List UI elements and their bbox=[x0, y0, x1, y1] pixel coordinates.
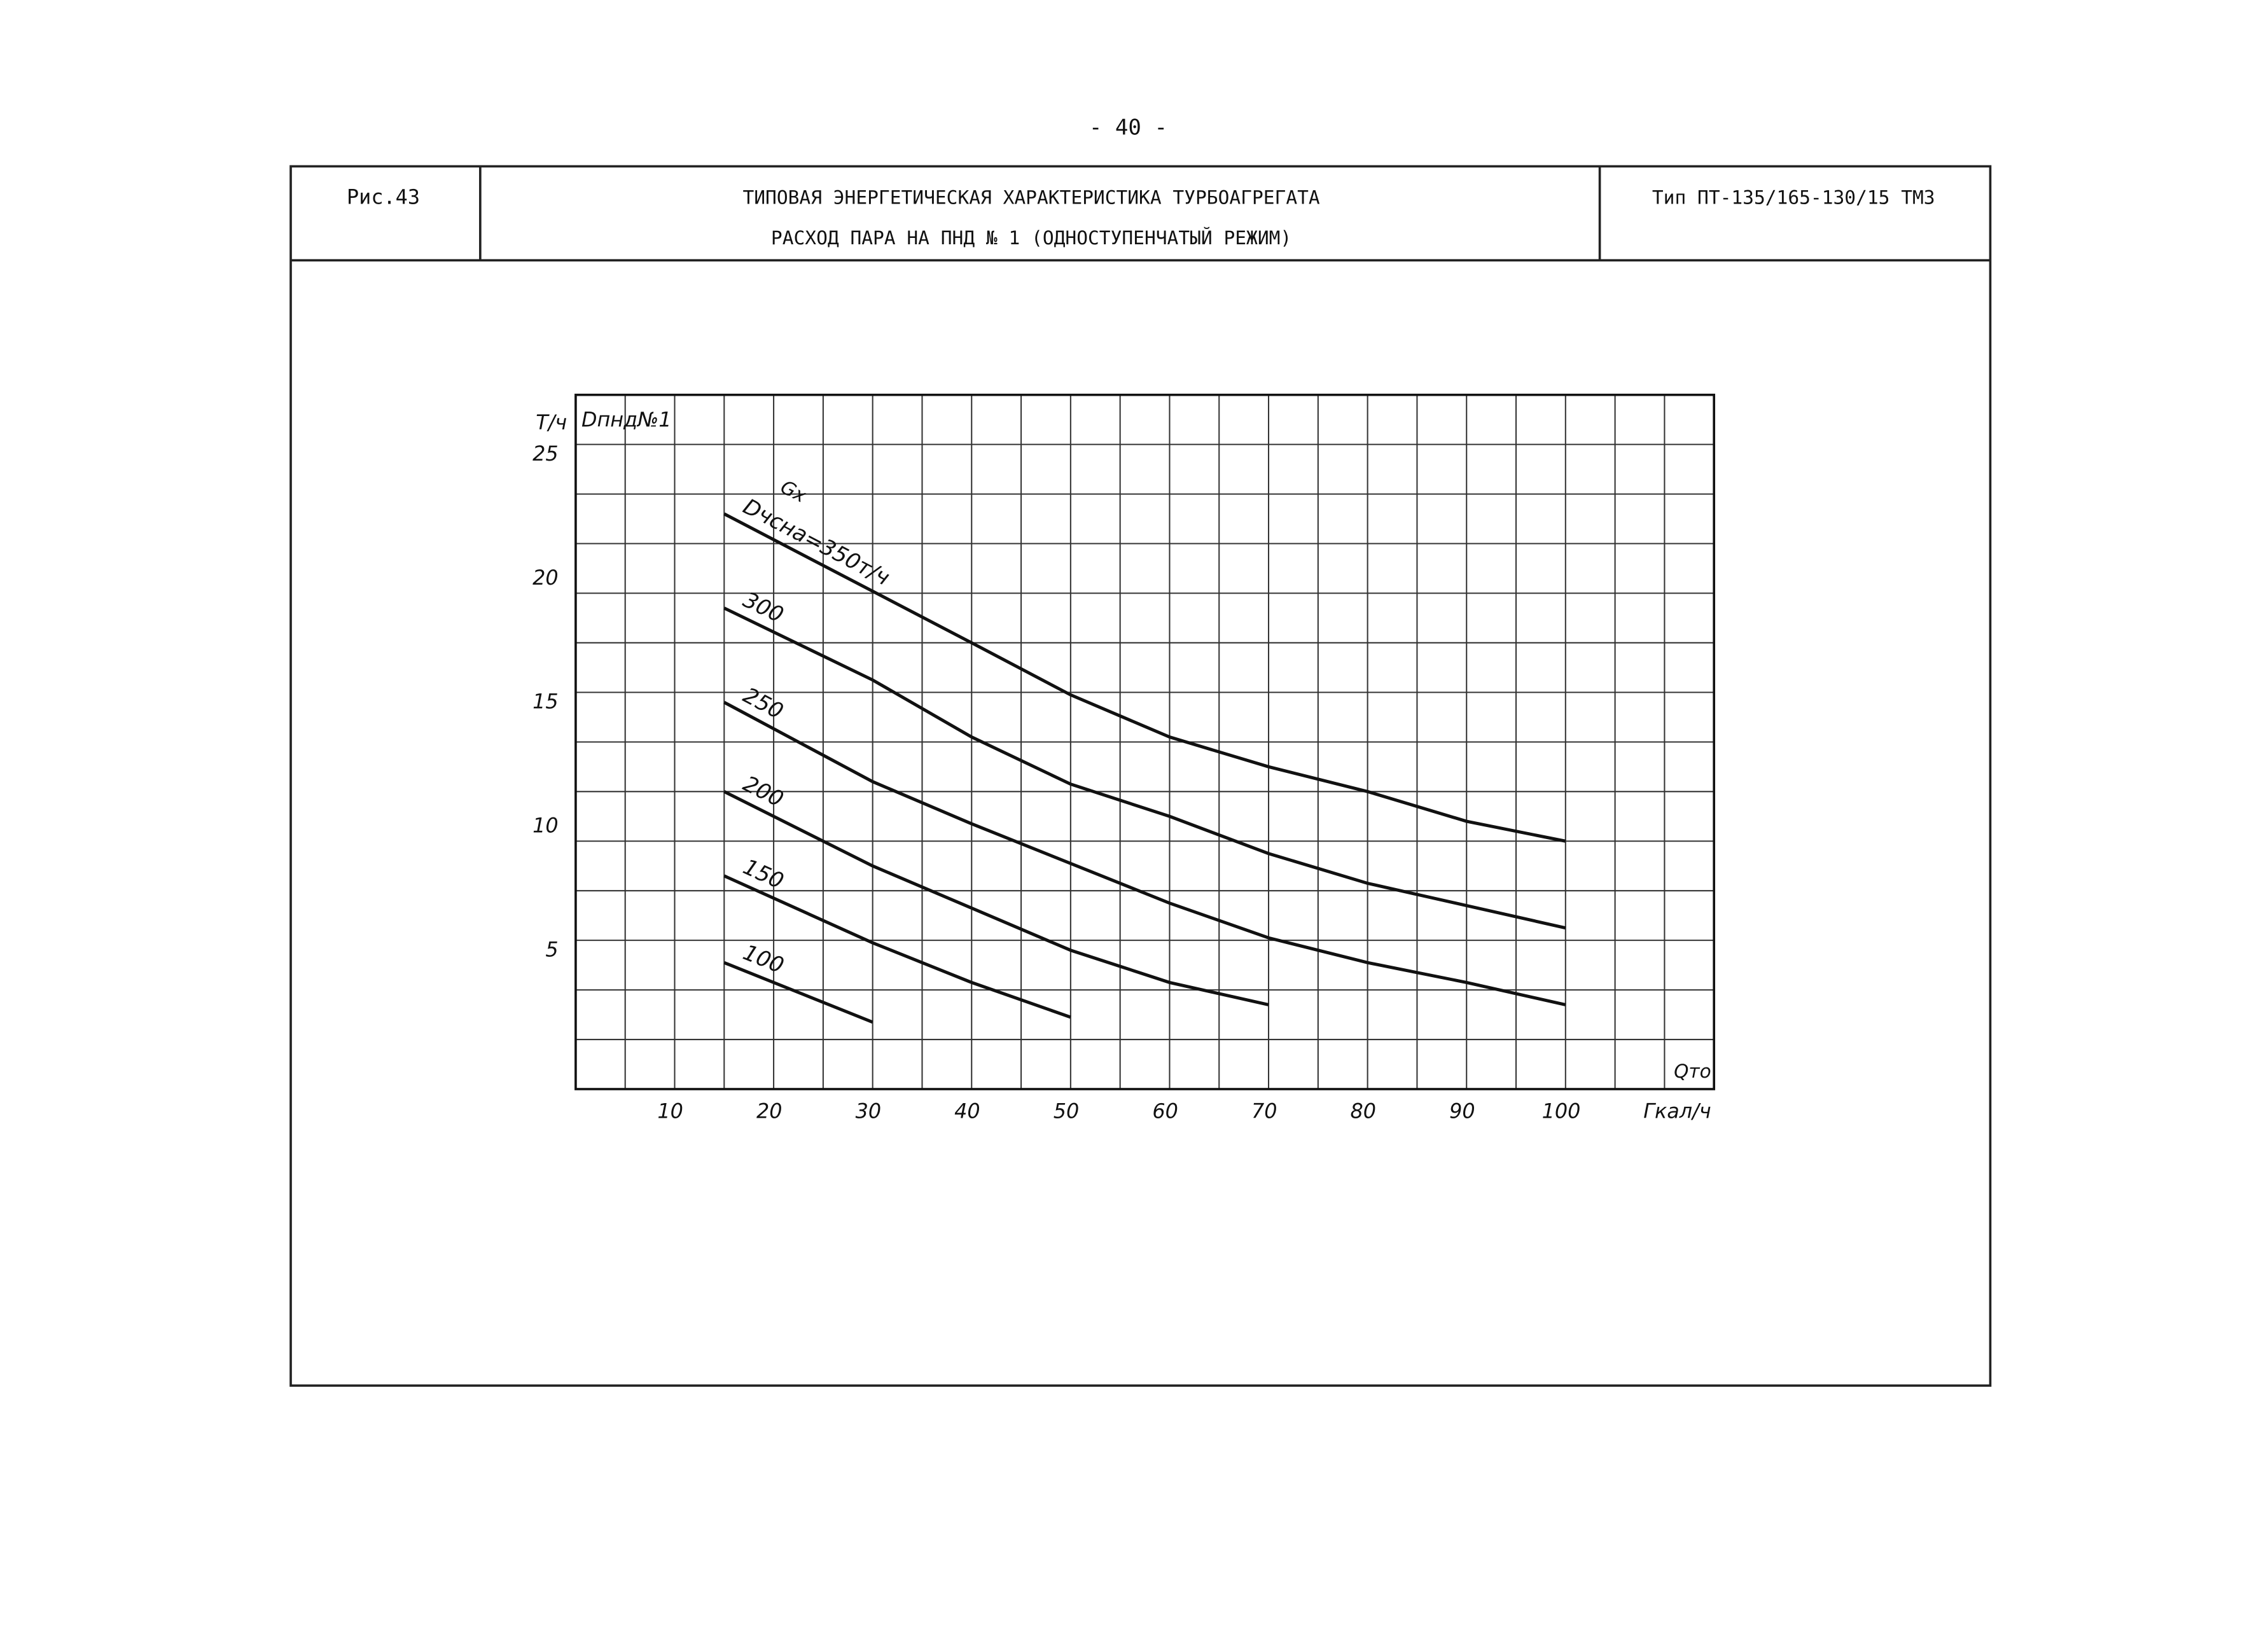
y-tick-label: 20 bbox=[532, 566, 559, 590]
series-label: Dчсна=350т/ч bbox=[739, 494, 893, 591]
chart: 10 20 30 40 50 60 70 80 90 100 5 10 15 20 25 Т/ч Dпнд№1 Q… bbox=[532, 393, 1716, 1123]
x-tick-label: 60 bbox=[1152, 1099, 1178, 1123]
data-line bbox=[723, 961, 873, 1024]
page-number: - 40 - bbox=[1089, 115, 1167, 140]
y-tick-label: 15 bbox=[532, 690, 559, 714]
header-title: ТИПОВАЯ ЭНЕРГЕТИЧЕСКАЯ ХАРАКТЕРИСТИКА ТУ… bbox=[742, 187, 1319, 209]
x-tick-label: 10 bbox=[657, 1099, 683, 1123]
turbine-type: Тип ПТ-135/165-130/15 ТМЗ bbox=[1652, 187, 1935, 209]
x-tick-label: 50 bbox=[1054, 1099, 1080, 1123]
x-tick-label: 20 bbox=[756, 1099, 783, 1123]
header-subtitle: РАСХОД ПАРА НА ПНД № 1 (ОДНОСТУПЕНЧАТЫЙ … bbox=[771, 226, 1291, 249]
series-label: 150 bbox=[739, 854, 788, 894]
data-line bbox=[723, 606, 1566, 930]
x-tick-label: 30 bbox=[856, 1099, 882, 1123]
series-note: Gх bbox=[777, 476, 810, 507]
series-label: 200 bbox=[739, 771, 788, 812]
plot-frame bbox=[574, 393, 1716, 1090]
x-tick-label: 80 bbox=[1351, 1099, 1377, 1123]
data-line bbox=[723, 790, 1269, 1006]
y-tick-label: 5 bbox=[545, 937, 558, 961]
y-axis-label: Dпнд№1 bbox=[581, 408, 672, 432]
x-axis-label: Qто bbox=[1674, 1060, 1711, 1082]
data-line bbox=[723, 874, 1071, 1019]
data-line bbox=[723, 512, 1566, 843]
y-unit: Т/ч bbox=[536, 410, 567, 434]
x-tick-label: 70 bbox=[1251, 1099, 1277, 1123]
x-tick-label: 40 bbox=[954, 1099, 980, 1123]
x-tick-label: 90 bbox=[1449, 1099, 1475, 1123]
y-tick-label: 25 bbox=[532, 441, 559, 466]
frame bbox=[289, 165, 1992, 1387]
x-tick-label: 100 bbox=[1542, 1099, 1581, 1123]
y-tick-label: 10 bbox=[532, 814, 559, 838]
x-unit: Гкал/ч bbox=[1643, 1099, 1711, 1123]
figure-number: Рис.43 bbox=[347, 185, 420, 209]
data-line bbox=[723, 700, 1566, 1006]
series-label: 250 bbox=[739, 683, 787, 725]
